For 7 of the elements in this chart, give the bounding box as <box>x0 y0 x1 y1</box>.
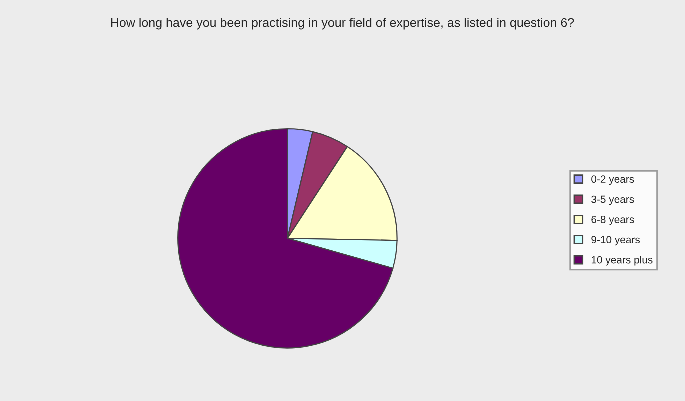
legend-label: 9-10 years <box>592 236 640 246</box>
legend-label: 10 years plus <box>592 256 653 266</box>
chart-title: How long have you been practising in your field of expertise, as listed in question 6? <box>111 18 574 30</box>
legend-label: 3-5 years <box>592 196 634 206</box>
legend-label: 6-8 years <box>592 216 634 226</box>
pie-slice <box>178 128 394 349</box>
legend-label: 0-2 years <box>592 176 634 186</box>
